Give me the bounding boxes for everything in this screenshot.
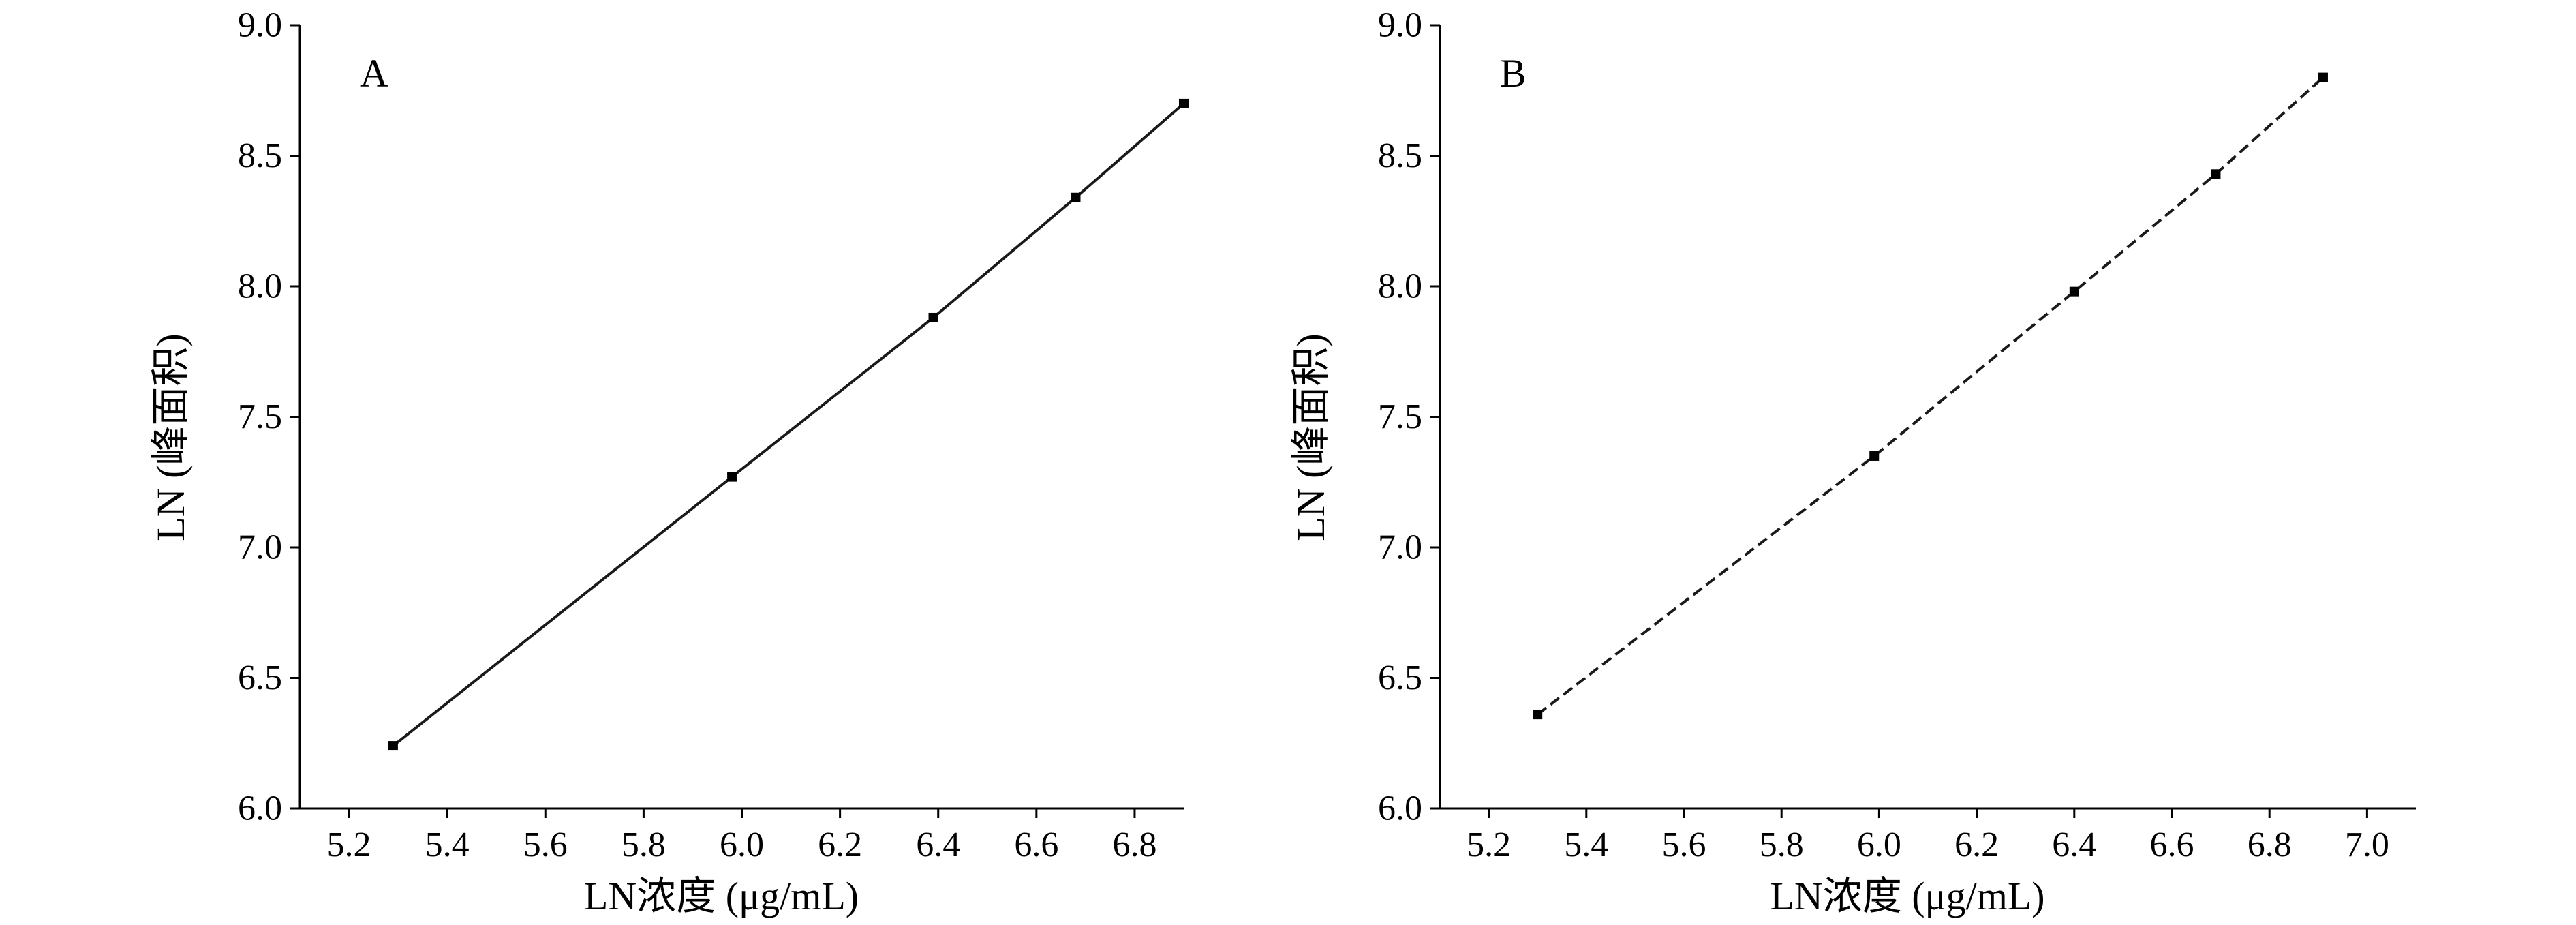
panel-b-x-axis-title: LN浓度 (μg/mL) — [1770, 874, 2044, 918]
panel-b-letter: B — [1500, 51, 1527, 95]
panel-b-x-tick-label: 6.4 — [2052, 825, 2096, 864]
panel-a-y-tick-label: 8.5 — [238, 136, 282, 175]
panel-a-x-tick-label: 6.2 — [818, 825, 862, 864]
panel-a-letter: A — [360, 51, 388, 95]
panel-b-y-tick-label: 6.0 — [1378, 789, 1422, 828]
panel-b-x-tick-label: 5.4 — [1564, 825, 1608, 864]
panel-b-data-point — [2069, 286, 2079, 297]
panel-a-x-tick-label: 5.8 — [622, 825, 666, 864]
panel-a-series-line — [392, 102, 1185, 747]
panel-a-x-tick-label: 5.4 — [425, 825, 470, 864]
panel-b-data-point — [1533, 710, 1543, 720]
panel-b-y-tick-label: 7.0 — [1378, 528, 1422, 567]
panel-a-data-point — [388, 741, 398, 751]
panel-a-y-tick-label: 7.5 — [238, 397, 282, 436]
panel-a-x-tick-label: 5.2 — [327, 825, 371, 864]
panel-a-data-point — [1071, 192, 1081, 202]
panel-b-y-tick-label: 7.5 — [1378, 397, 1422, 436]
panel-b-y-axis-title: LN (峰面积) — [1289, 333, 1333, 541]
panel-b-series-line — [1536, 76, 2325, 716]
panel-a-y-tick-label: 6.5 — [238, 658, 282, 697]
panel-b-data-point — [2211, 169, 2221, 179]
panel-a-y-tick-label: 9.0 — [238, 6, 282, 45]
panel-a-x-tick-label: 6.8 — [1112, 825, 1156, 864]
panel-a-data-point — [727, 472, 737, 482]
panel-a: 6.0 6.5 7.0 7.5 8.0 8.5 9.0 5.2 5.4 5.6 5.8 6.0 6.2 6… — [149, 6, 1189, 918]
panel-b-x-tick-label: 6.2 — [1954, 825, 1999, 864]
panel-a-x-tick-label: 5.6 — [523, 825, 568, 864]
panel-a-x-tick-label: 6.6 — [1014, 825, 1058, 864]
panel-b-x-tick-label: 5.2 — [1467, 825, 1511, 864]
panel-b: 6.0 6.5 7.0 7.5 8.0 8.5 9.0 5.2 5.4 5.6 5.8 6.0 6.2 6… — [1289, 6, 2416, 918]
panel-b-data-point — [2318, 72, 2328, 82]
panel-b-x-tick-label: 6.0 — [1857, 825, 1901, 864]
panel-a-y-tick-label: 8.0 — [238, 267, 282, 306]
panel-b-x-tick-label: 6.6 — [2150, 825, 2194, 864]
panel-a-data-point — [1179, 98, 1189, 108]
panel-b-x-tick-label: 6.8 — [2248, 825, 2292, 864]
panel-a-data-point — [928, 312, 938, 322]
panel-a-y-tick-label: 6.0 — [238, 789, 282, 828]
panel-b-y-tick-label: 6.5 — [1378, 658, 1422, 697]
panel-a-x-axis-title: LN浓度 (μg/mL) — [584, 874, 859, 918]
panel-b-x-tick-label: 5.8 — [1760, 825, 1804, 864]
panel-a-x-tick-label: 6.4 — [916, 825, 960, 864]
panel-b-y-tick-label: 8.0 — [1378, 267, 1422, 306]
panel-b-y-tick-label: 9.0 — [1378, 6, 1422, 45]
panel-a-y-tick-label: 7.0 — [238, 528, 282, 567]
panel-b-x-tick-label: 7.0 — [2345, 825, 2389, 864]
panel-b-data-point — [1869, 451, 1880, 461]
panel-a-x-tick-label: 6.0 — [720, 825, 764, 864]
panel-a-y-axis-title: LN (峰面积) — [149, 333, 193, 541]
panel-b-x-tick-label: 5.6 — [1662, 825, 1706, 864]
panel-b-y-tick-label: 8.5 — [1378, 136, 1422, 175]
